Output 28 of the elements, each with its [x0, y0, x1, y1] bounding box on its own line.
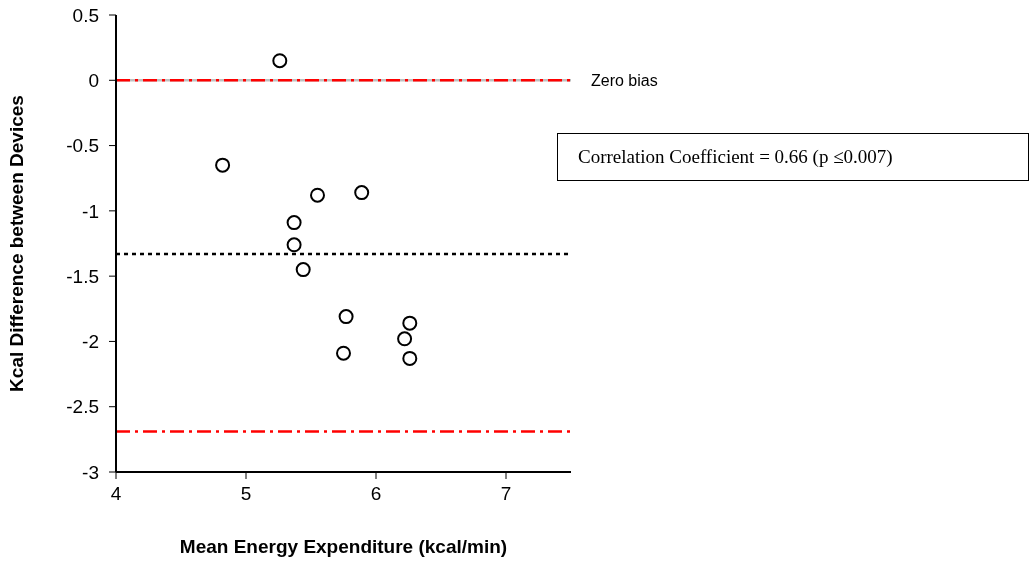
- y-tick-label: -1.5: [66, 265, 99, 287]
- point: [215, 157, 231, 173]
- text-frame: Correlation Coefficient = 0.66 (p ≤0.007): [557, 133, 1029, 181]
- x-tick-label: 6: [370, 483, 382, 505]
- y-tick-label: -3: [82, 461, 99, 483]
- y-tick-label: -2: [82, 331, 99, 353]
- point: [354, 185, 370, 201]
- point: [286, 237, 302, 253]
- point: [272, 53, 288, 69]
- point: [295, 262, 311, 278]
- x-tick-label: 4: [110, 483, 122, 505]
- x-tick-label: 7: [500, 483, 512, 505]
- y-tick-label: -0.5: [66, 135, 99, 157]
- y-tick-label: 0: [88, 70, 99, 92]
- point: [402, 315, 418, 331]
- point: [286, 215, 302, 231]
- point: [397, 331, 413, 347]
- y-tick-label: -2.5: [66, 396, 99, 418]
- point: [310, 187, 325, 203]
- point: [336, 345, 351, 361]
- y-tick-label: 0.5: [72, 4, 99, 26]
- y-axis-title: Kcal Difference between Devices: [5, 95, 27, 392]
- y-tick-label: -1: [82, 200, 99, 222]
- point: [338, 309, 354, 325]
- point: [402, 350, 418, 366]
- x-axis-title: Mean Energy Expenditure (kcal/min): [179, 536, 508, 557]
- x-tick-label: 5: [240, 483, 252, 505]
- ref-line-label: Zero bias: [591, 71, 658, 89]
